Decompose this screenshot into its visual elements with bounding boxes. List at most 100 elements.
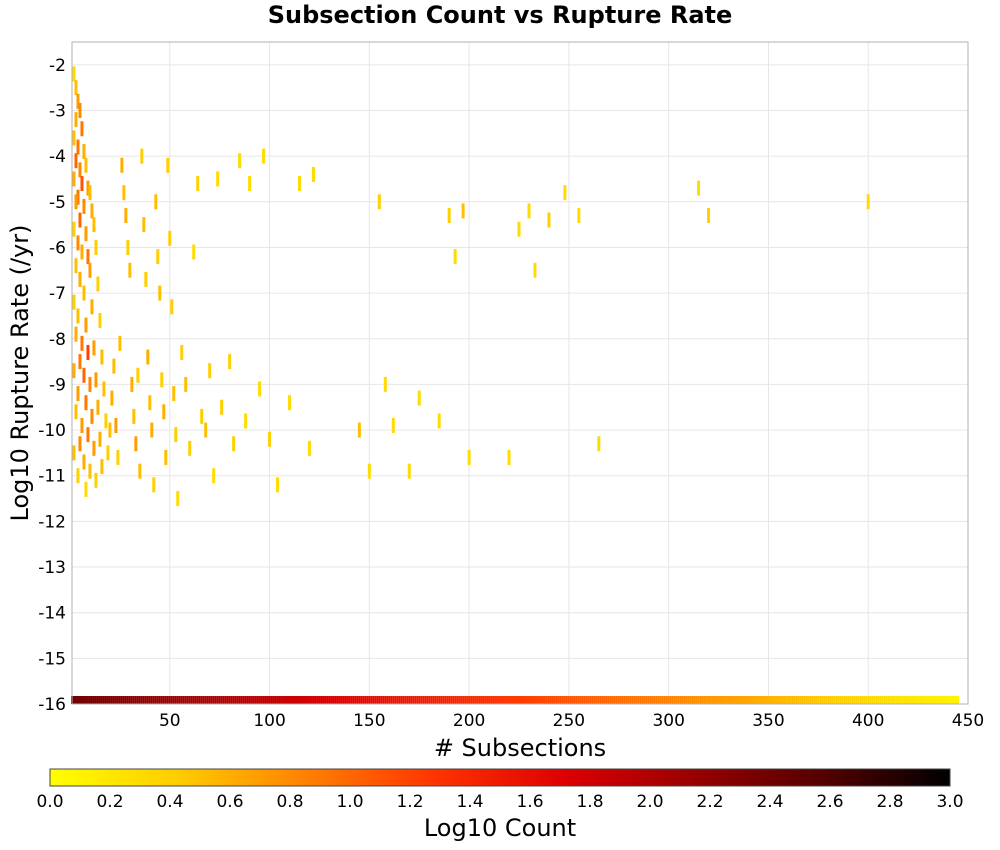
x-tick-label: 400 <box>852 711 884 731</box>
baseline-cell <box>436 696 439 704</box>
baseline-cell <box>318 696 321 704</box>
baseline-cell <box>112 696 115 704</box>
baseline-cell <box>527 696 530 704</box>
baseline-cell <box>745 696 748 704</box>
baseline-cell <box>418 696 421 704</box>
heatmap-cell <box>76 235 80 251</box>
baseline-cell <box>549 696 552 704</box>
baseline-cell <box>450 696 453 704</box>
baseline-cell <box>264 696 267 704</box>
heatmap-cell <box>84 395 88 411</box>
baseline-cell <box>434 696 437 704</box>
baseline-cell <box>358 696 361 704</box>
heatmap-cell <box>116 449 120 465</box>
baseline-cell <box>452 696 455 704</box>
baseline-cell <box>727 696 730 704</box>
heatmap-cell <box>220 399 224 415</box>
heatmap-cell <box>84 481 88 497</box>
baseline-cell <box>581 696 584 704</box>
heatmap-cell <box>92 440 96 456</box>
baseline-cell <box>557 696 560 704</box>
baseline-cell <box>200 696 203 704</box>
baseline-cell <box>388 696 391 704</box>
heatmap-cell <box>461 203 465 219</box>
baseline-cell <box>909 696 912 704</box>
baseline-cell <box>631 696 634 704</box>
baseline-cell <box>561 696 564 704</box>
baseline-cell <box>649 696 652 704</box>
baseline-cell <box>715 696 718 704</box>
baseline-cell <box>308 696 311 704</box>
baseline-cell <box>194 696 197 704</box>
heatmap-cell <box>248 176 252 192</box>
y-tick-label: -15 <box>38 649 66 669</box>
baseline-cell <box>533 696 536 704</box>
heatmap-cell <box>72 294 76 310</box>
baseline-cell <box>697 696 700 704</box>
baseline-cell <box>787 696 790 704</box>
baseline-cell <box>785 696 788 704</box>
baseline-cell <box>529 696 532 704</box>
baseline-cell <box>366 696 369 704</box>
baseline-cell <box>204 696 207 704</box>
baseline-cell <box>709 696 712 704</box>
baseline-cell <box>500 696 503 704</box>
baseline-cell <box>424 696 427 704</box>
baseline-cell <box>270 696 273 704</box>
baseline-cell <box>466 696 469 704</box>
baseline-cell <box>162 696 165 704</box>
baseline-cell <box>170 696 173 704</box>
x-tick-label: 150 <box>353 711 385 731</box>
baseline-cell <box>384 696 387 704</box>
heatmap-cell <box>156 249 160 265</box>
baseline-cell <box>160 696 163 704</box>
baseline-cell <box>869 696 872 704</box>
baseline-cell <box>246 696 249 704</box>
baseline-cell <box>917 696 920 704</box>
heatmap-cell <box>216 171 220 187</box>
baseline-cell <box>609 696 612 704</box>
y-axis-label: Log10 Rupture Rate (/yr) <box>6 225 34 522</box>
heatmap-cell <box>78 271 82 287</box>
baseline-cell <box>364 696 367 704</box>
baseline-cell <box>198 696 201 704</box>
baseline-cell <box>302 696 305 704</box>
baseline-cell <box>496 696 499 704</box>
baseline-cell <box>685 696 688 704</box>
baseline-cell <box>464 696 467 704</box>
baseline-cell <box>378 696 381 704</box>
y-tick-label: -3 <box>49 101 66 121</box>
baseline-cell <box>707 696 710 704</box>
baseline-cell <box>835 696 838 704</box>
baseline-cell <box>240 696 243 704</box>
heatmap-cell <box>74 258 78 274</box>
baseline-cell <box>74 696 77 704</box>
baseline-cell <box>931 696 934 704</box>
baseline-cell <box>539 696 542 704</box>
baseline-cell <box>901 696 904 704</box>
baseline-cell <box>250 696 253 704</box>
heatmap-cell <box>188 440 192 456</box>
baseline-cell <box>537 696 540 704</box>
baseline-cell <box>222 696 225 704</box>
heatmap-cell <box>140 148 144 164</box>
baseline-cell <box>132 696 135 704</box>
y-tick-label: -2 <box>49 56 66 76</box>
heatmap-cell <box>533 262 537 278</box>
heatmap-cell <box>307 440 311 456</box>
baseline-cell <box>531 696 534 704</box>
baseline-cell <box>563 696 566 704</box>
baseline-cell <box>875 696 878 704</box>
baseline-cell <box>759 696 762 704</box>
heatmap-cell <box>78 162 82 178</box>
baseline-cell <box>675 696 678 704</box>
colorbar-tick-label: 3.0 <box>936 792 963 812</box>
baseline-cell <box>78 696 81 704</box>
baseline-cell <box>647 696 650 704</box>
baseline-cell <box>665 696 668 704</box>
baseline-cell <box>352 696 355 704</box>
baseline-cell <box>92 696 95 704</box>
baseline-cell <box>755 696 758 704</box>
baseline-cell <box>797 696 800 704</box>
baseline-cell <box>324 696 327 704</box>
